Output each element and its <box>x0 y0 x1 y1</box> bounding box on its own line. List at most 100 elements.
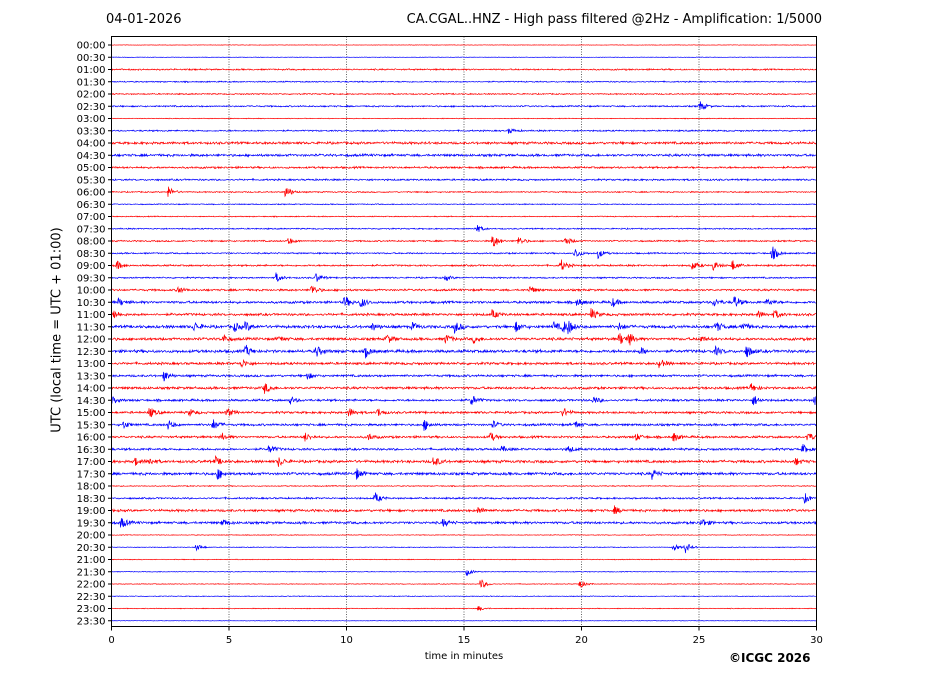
trace-2100 <box>111 558 817 561</box>
trace-0700 <box>111 215 817 218</box>
row-label-1130: 11:30 <box>77 322 106 333</box>
trace-1230 <box>111 344 817 359</box>
row-label-1230: 12:30 <box>77 347 106 358</box>
trace-2130 <box>111 569 817 577</box>
row-label-0130: 01:30 <box>77 77 106 88</box>
trace-2330 <box>111 620 817 622</box>
trace-1700 <box>111 454 817 467</box>
trace-2000 <box>111 534 817 536</box>
trace-1200 <box>111 333 817 346</box>
trace-1330 <box>111 371 817 382</box>
trace-1030 <box>111 296 817 308</box>
trace-0200 <box>111 92 817 96</box>
trace-0400 <box>111 140 817 146</box>
trace-1430 <box>111 395 817 406</box>
x-tick-label-20: 20 <box>575 635 588 646</box>
trace-1530 <box>111 419 817 431</box>
trace-2200 <box>111 579 817 588</box>
x-tick-label-30: 30 <box>810 635 823 646</box>
trace-0800 <box>111 236 817 247</box>
trace-1930 <box>111 518 817 528</box>
x-tick-label-0: 0 <box>108 635 114 646</box>
y-axis-label: UTC (local time = UTC + 01:00) <box>49 227 65 433</box>
grid-lines <box>228 36 700 627</box>
trace-1130 <box>111 320 817 335</box>
x-tick-label-25: 25 <box>693 635 706 646</box>
row-label-0500: 05:00 <box>77 163 106 174</box>
x-axis-label: time in minutes <box>424 651 504 662</box>
row-label-1900: 19:00 <box>77 506 106 517</box>
row-label-0430: 04:30 <box>77 151 106 162</box>
row-label-0800: 08:00 <box>77 237 106 248</box>
trace-0630 <box>111 203 817 206</box>
trace-1730 <box>111 468 817 480</box>
row-label-1930: 19:30 <box>77 518 106 529</box>
row-label-1500: 15:00 <box>77 408 106 419</box>
row-label-1000: 10:00 <box>77 286 106 297</box>
row-label-1200: 12:00 <box>77 335 106 346</box>
trace-1300 <box>111 358 817 369</box>
trace-0530 <box>111 177 817 182</box>
trace-1100 <box>111 308 817 319</box>
trace-0230 <box>111 101 817 110</box>
trace-0000 <box>111 44 817 46</box>
x-tick-label-10: 10 <box>340 635 353 646</box>
trace-0300 <box>111 117 817 120</box>
row-label-2330: 23:30 <box>77 616 106 627</box>
row-label-1730: 17:30 <box>77 469 106 480</box>
row-label-1100: 11:00 <box>77 310 106 321</box>
trace-1900 <box>111 505 817 515</box>
row-label-1800: 18:00 <box>77 482 106 493</box>
row-label-2230: 22:30 <box>77 592 106 603</box>
row-label-1830: 18:30 <box>77 494 106 505</box>
trace-1000 <box>111 285 817 294</box>
trace-1600 <box>111 432 817 442</box>
trace-0130 <box>111 80 817 84</box>
trace-1830 <box>111 492 817 504</box>
row-label-1030: 10:30 <box>77 298 106 309</box>
row-label-0100: 01:00 <box>77 65 106 76</box>
trace-0830 <box>111 246 817 260</box>
row-label-1400: 14:00 <box>77 384 106 395</box>
row-label-2200: 22:00 <box>77 580 106 591</box>
trace-0600 <box>111 186 817 198</box>
trace-0030 <box>111 56 817 58</box>
trace-0430 <box>111 152 817 158</box>
row-label-1600: 16:00 <box>77 433 106 444</box>
row-label-1430: 14:30 <box>77 396 106 407</box>
row-label-0000: 00:00 <box>77 41 106 52</box>
trace-0730 <box>111 224 817 232</box>
row-label-1330: 13:30 <box>77 371 106 382</box>
trace-1630 <box>111 443 817 453</box>
trace-0930 <box>111 272 817 282</box>
x-ticks: 0 5 10 15 20 25 30 <box>108 626 823 646</box>
date-label: 04-01-2026 <box>106 12 182 27</box>
trace-1800 <box>111 484 817 488</box>
x-tick-label-15: 15 <box>458 635 471 646</box>
row-label-1630: 16:30 <box>77 445 106 456</box>
row-label-2130: 21:30 <box>77 567 106 578</box>
row-label-2100: 21:00 <box>77 555 106 566</box>
row-label-0530: 05:30 <box>77 175 106 186</box>
trace-2300 <box>111 606 817 611</box>
row-label-0400: 04:00 <box>77 139 106 150</box>
row-label-0930: 09:30 <box>77 273 106 284</box>
trace-0500 <box>111 165 817 170</box>
plot-frame <box>111 36 817 627</box>
row-label-0830: 08:30 <box>77 249 106 260</box>
row-label-0200: 02:00 <box>77 90 106 101</box>
row-label-0900: 09:00 <box>77 261 106 272</box>
trace-1500 <box>111 407 817 418</box>
trace-2030 <box>111 543 817 554</box>
trace-2230 <box>111 595 817 598</box>
row-label-0600: 06:00 <box>77 188 106 199</box>
row-label-0630: 06:30 <box>77 200 106 211</box>
chart-title: CA.CGAL..HNZ - High pass filtered @2Hz -… <box>406 12 822 27</box>
row-label-0230: 02:30 <box>77 102 106 113</box>
row-label-0700: 07:00 <box>77 212 106 223</box>
row-label-1530: 15:30 <box>77 420 106 431</box>
row-label-2000: 20:00 <box>77 531 106 542</box>
row-label-2300: 23:00 <box>77 604 106 615</box>
